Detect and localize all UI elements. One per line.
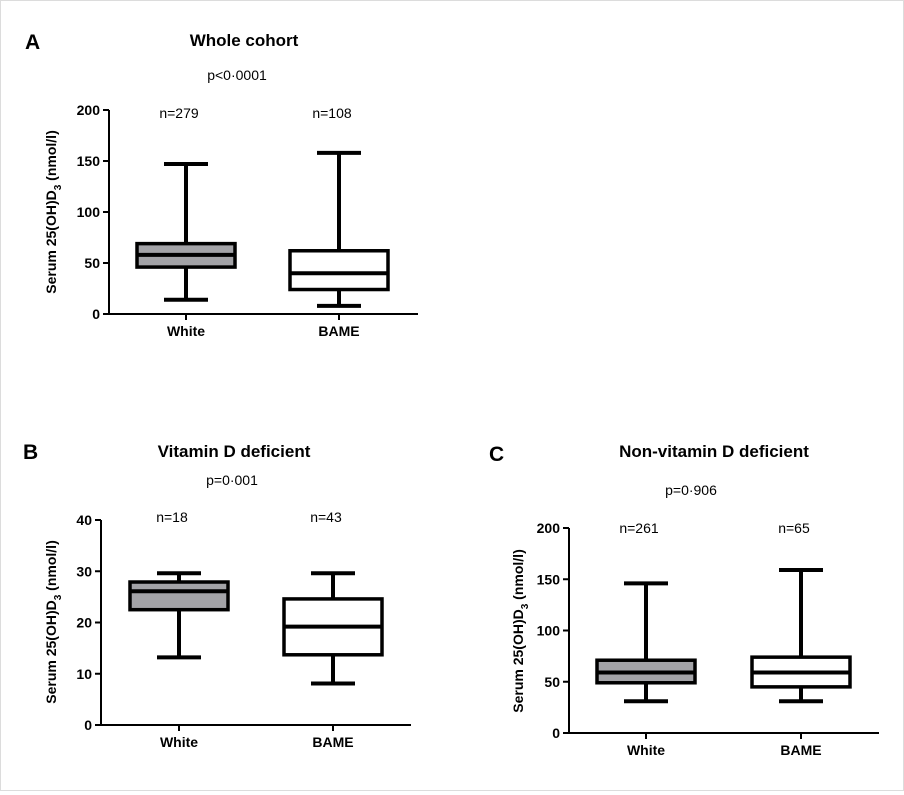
y-axis-label: Serum 25(OH)D3 (nmol/l): [43, 540, 64, 703]
y-tick-label: 150: [537, 571, 561, 587]
y-axis-label-unit: (nmol/l): [43, 130, 59, 184]
n-label: n=43: [310, 509, 342, 525]
y-tick-label: 100: [537, 623, 561, 639]
y-tick-label: 0: [92, 306, 100, 322]
y-axis-label: Serum 25(OH)D3 (nmol/l): [510, 549, 531, 712]
y-axis-label: Serum 25(OH)D3 (nmol/l): [43, 130, 64, 293]
y-axis-label-unit: (nmol/l): [43, 540, 59, 594]
y-tick-label: 200: [77, 102, 101, 118]
y-axis-label-main: Serum 25(OH)D: [43, 600, 59, 703]
p-value: p=0·001: [206, 472, 258, 488]
y-tick-label: 150: [77, 153, 101, 169]
p-value: p=0·906: [665, 482, 717, 498]
y-tick-label: 200: [537, 520, 561, 536]
y-tick-label: 100: [77, 204, 101, 220]
box-iqr: [128, 580, 230, 612]
y-tick-label: 20: [76, 615, 92, 631]
box-bame: n=65 BAME: [750, 520, 852, 758]
y-axis-label-sub: 3: [520, 603, 531, 609]
panel-a: A Whole cohort p<0·0001 0 50 100 150 200 Serum 2…: [25, 31, 418, 339]
panel-title: Whole cohort: [190, 31, 299, 50]
y-axis-label-sub: 3: [53, 594, 64, 600]
n-label: n=65: [778, 520, 810, 536]
x-category-label: White: [160, 734, 198, 750]
panel-letter: B: [23, 441, 38, 464]
panel-letter: A: [25, 31, 40, 54]
x-category-label: White: [627, 742, 665, 758]
panel-title: Vitamin D deficient: [158, 442, 311, 461]
p-value: p<0·0001: [207, 67, 267, 83]
y-axis-label-sub: 3: [53, 184, 64, 190]
box-white: n=18 White: [128, 509, 230, 750]
x-category-label: BAME: [780, 742, 821, 758]
x-category-label: BAME: [318, 323, 359, 339]
box-iqr: [288, 249, 390, 292]
panel-b: B Vitamin D deficient p=0·001 0 10 20 30 40 Seru…: [23, 441, 411, 750]
y-axis-label-unit: (nmol/l): [510, 549, 526, 603]
panel-c: C Non-vitamin D deficient p=0·906 0 50 100 150…: [489, 442, 879, 758]
box-white: n=279 White: [135, 105, 237, 339]
y-tick-label: 40: [76, 512, 92, 528]
y-tick-label: 10: [76, 666, 92, 682]
y-tick-label: 0: [84, 717, 92, 733]
y-tick-label: 30: [76, 563, 92, 579]
box-bame: n=108 BAME: [288, 105, 390, 339]
x-category-label: White: [167, 323, 205, 339]
box-white: n=261 White: [595, 520, 697, 758]
n-label: n=108: [312, 105, 352, 121]
panel-title: Non-vitamin D deficient: [619, 442, 809, 461]
y-tick-label: 50: [84, 255, 100, 271]
n-label: n=18: [156, 509, 188, 525]
x-category-label: BAME: [312, 734, 353, 750]
n-label: n=279: [159, 105, 199, 121]
y-axis-label-main: Serum 25(OH)D: [43, 190, 59, 293]
y-tick-label: 0: [552, 725, 560, 741]
y-tick-label: 50: [544, 674, 560, 690]
y-axis-label-main: Serum 25(OH)D: [510, 609, 526, 712]
n-label: n=261: [619, 520, 659, 536]
panel-letter: C: [489, 443, 504, 466]
box-bame: n=43 BAME: [282, 509, 384, 750]
